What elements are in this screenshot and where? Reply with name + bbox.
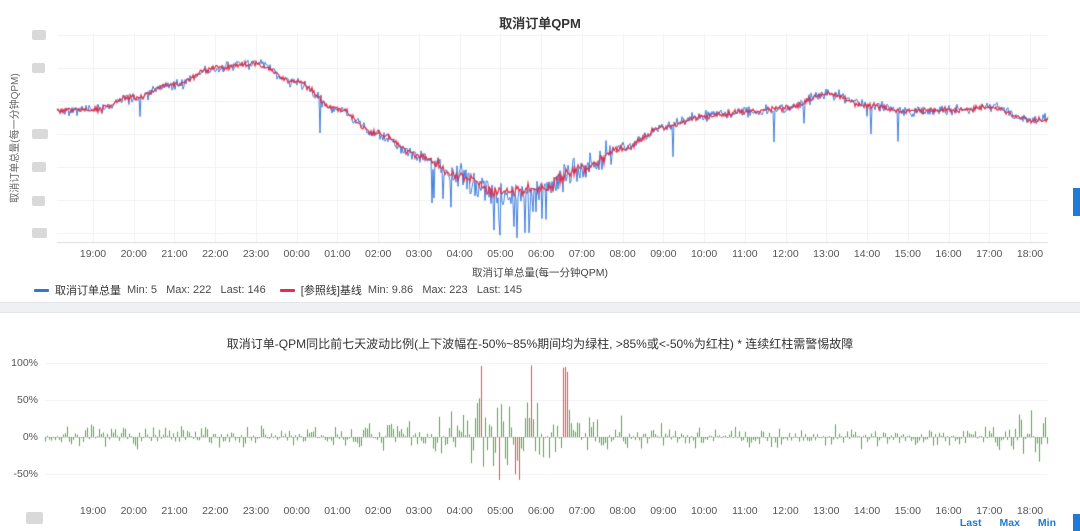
redacted-y-tick (32, 196, 45, 206)
x-tick-label: 02:00 (365, 248, 392, 260)
x-tick-label: 05:00 (487, 505, 514, 517)
x-tick-label: 19:00 (79, 248, 107, 260)
x-tick-label: 05:00 (487, 248, 514, 260)
panel-qpm-fluctuation: 取消订单-QPM同比前七天波动比例(上下波幅在-50%~85%期间均为绿柱, >… (0, 313, 1080, 531)
fluctuation-panel-title: 取消订单-QPM同比前七天波动比例(上下波幅在-50%~85%期间均为绿柱, >… (226, 336, 854, 351)
series-label: 取消订单总量 (55, 285, 121, 297)
x-tick-label: 13:00 (813, 505, 840, 517)
x-tick-label: 15:00 (894, 248, 921, 260)
legend-item-baseline[interactable]: [参照线]基线 Min: 9.86 Max: 223 Last: 145 (279, 282, 523, 298)
y-tick-label: 0% (22, 431, 38, 443)
fluctuation-bar-chart[interactable] (0, 313, 1080, 531)
x-tick-label: 19:00 (79, 505, 107, 517)
x-tick-label: 08:00 (609, 248, 636, 260)
panel-divider (0, 302, 1080, 313)
x-tick-label: 02:00 (365, 505, 392, 517)
x-tick-label: 23:00 (242, 505, 270, 517)
x-tick-label: 12:00 (772, 248, 799, 260)
qpm-chart-legend: 取消订单总量 Min: 5 Max: 222 Last: 146 [参照线]基线… (34, 282, 522, 298)
link-max[interactable]: Max (999, 517, 1020, 529)
x-tick-label: 22:00 (202, 248, 229, 260)
qpm-y-axis-label: 取消订单总量(每一分钟QPM) (10, 73, 21, 203)
x-tick-label: 03:00 (405, 505, 433, 517)
x-tick-label: 06:00 (527, 505, 555, 517)
x-tick-label: 11:00 (732, 248, 758, 260)
redacted-y-tick (32, 162, 46, 172)
scrollbar-thumb-bottom[interactable] (1073, 514, 1080, 531)
x-tick-label: 20:00 (120, 505, 147, 517)
link-min[interactable]: Min (1037, 517, 1056, 529)
x-tick-label: 17:00 (976, 248, 1003, 260)
x-tick-label: 17:00 (976, 505, 1003, 517)
y-tick-label: -50% (13, 468, 38, 480)
x-tick-label: 20:00 (120, 248, 147, 260)
x-tick-label: 18:00 (1016, 505, 1044, 517)
x-tick-label: 14:00 (853, 248, 881, 260)
x-tick-label: 15:00 (894, 505, 921, 517)
x-tick-label: 04:00 (446, 248, 473, 260)
x-tick-label: 03:00 (405, 248, 433, 260)
redacted-y-tick (32, 129, 48, 139)
x-tick-label: 06:00 (527, 248, 555, 260)
x-tick-label: 16:00 (935, 505, 962, 517)
series-line-swatch (34, 288, 49, 292)
x-tick-label: 08:00 (609, 505, 636, 517)
x-tick-label: 00:00 (283, 248, 310, 260)
x-tick-label: 10:00 (690, 248, 718, 260)
redacted-y-tick (32, 228, 47, 238)
x-tick-label: 22:00 (202, 505, 229, 517)
link-last[interactable]: Last (959, 517, 982, 529)
x-tick-label: 21:00 (161, 248, 188, 260)
x-tick-label: 00:00 (283, 505, 310, 517)
qpm-x-axis-label: 取消订单总量(每一分钟QPM) (472, 267, 608, 279)
series-label: [参照线]基线 (300, 285, 362, 297)
x-tick-label: 07:00 (568, 505, 595, 517)
x-tick-label: 01:00 (324, 248, 351, 260)
x-tick-label: 11:00 (732, 505, 758, 517)
redacted-y-tick (32, 30, 46, 40)
series-line-swatch (279, 288, 295, 292)
x-tick-label: 14:00 (853, 505, 881, 517)
redacted-label (26, 512, 43, 524)
series-stats: Min: 9.86 Max: 223 Last: 145 (367, 284, 523, 296)
y-tick-label: 50% (16, 394, 38, 406)
x-tick-label: 16:00 (935, 248, 962, 260)
x-tick-label: 04:00 (446, 505, 473, 517)
x-tick-label: 01:00 (324, 505, 351, 517)
x-tick-label: 07:00 (568, 248, 595, 260)
panel-cancel-order-qpm: 取消订单QPM 取消订单总量(每一分钟QPM) 19:00 20:00 21:00 2… (0, 0, 1080, 302)
redacted-y-tick (32, 63, 45, 73)
x-tick-label: 21:00 (161, 505, 188, 517)
y-tick-label: 100% (11, 357, 38, 369)
stat-links: Last Max Min (960, 517, 1056, 529)
x-tick-label: 09:00 (650, 248, 677, 260)
scrollbar-thumb-top[interactable] (1073, 188, 1080, 216)
x-tick-label: 18:00 (1016, 248, 1044, 260)
x-tick-label: 12:00 (772, 505, 799, 517)
qpm-panel-title: 取消订单QPM (499, 15, 581, 31)
x-tick-label: 09:00 (650, 505, 677, 517)
series-stats: Min: 5 Max: 222 Last: 146 (127, 284, 266, 296)
x-tick-label: 10:00 (690, 505, 718, 517)
x-tick-label: 23:00 (242, 248, 270, 260)
x-tick-label: 13:00 (813, 248, 840, 260)
legend-item-cancel-total[interactable]: 取消订单总量 Min: 5 Max: 222 Last: 146 (34, 282, 266, 298)
qpm-line-chart[interactable] (0, 0, 1080, 302)
